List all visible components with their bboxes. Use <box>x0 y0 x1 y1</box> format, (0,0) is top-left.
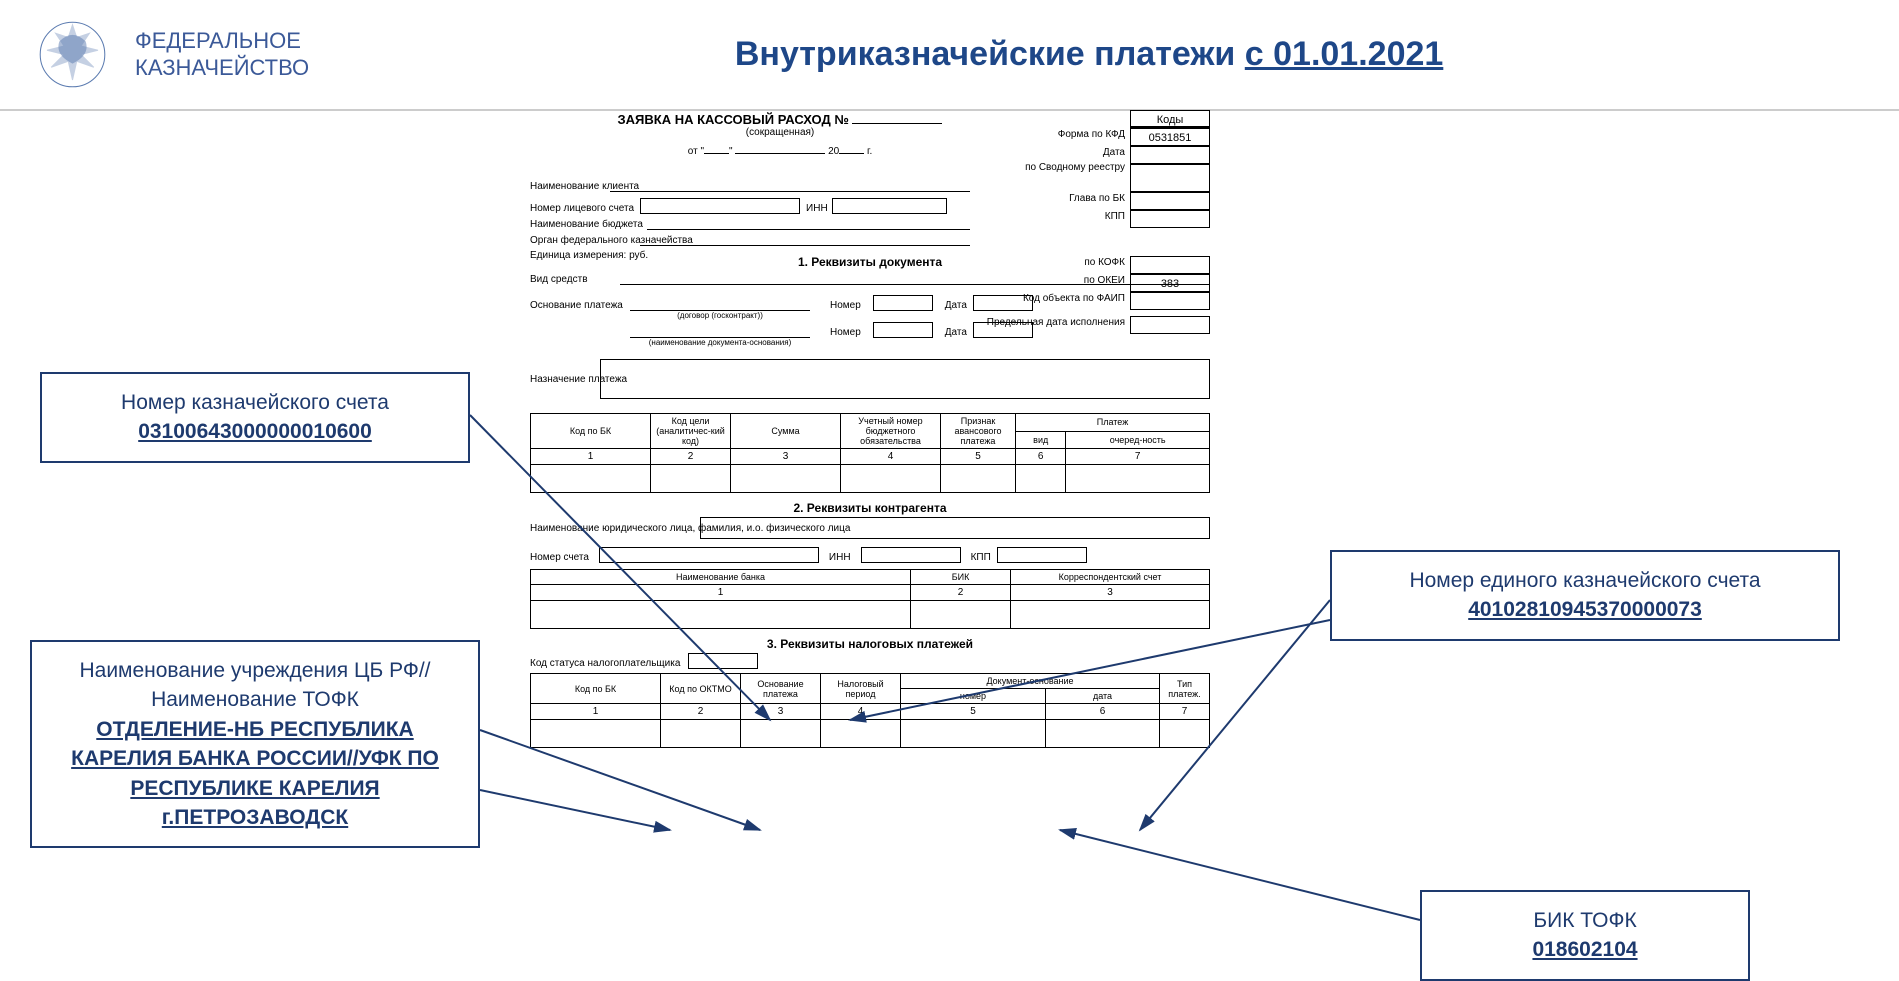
lbl-budget: Наименование бюджета <box>530 219 643 230</box>
cash-request-form: ЗАЯВКА НА КАССОВЫЙ РАСХОД № (сокращенная… <box>530 110 1210 748</box>
org-line2: КАЗНАЧЕЙСТВО <box>135 55 309 81</box>
lbl-nomer2: Номер <box>830 327 861 338</box>
callout-treasury-account: Номер казначейского счета 03100643000000… <box>40 372 470 463</box>
lbl-kpp2: КПП <box>971 552 991 563</box>
title-date: с 01.01.2021 <box>1245 35 1444 73</box>
c1-label: Номер казначейского счета <box>60 388 450 417</box>
code-okei: 383 <box>1130 274 1210 292</box>
codes-header: Коды <box>1130 110 1210 128</box>
table3: Код по БК Код по ОКТМО Основание платежа… <box>530 673 1210 748</box>
page-header: ФЕДЕРАЛЬНОЕ КАЗНАЧЕЙСТВО Внутриказначейс… <box>0 0 1899 111</box>
code-kofk <box>1130 256 1210 274</box>
table2: Наименование банкаБИККорреспондентский с… <box>530 569 1210 629</box>
code-glava <box>1130 192 1210 210</box>
lbl-kpp: КПП <box>985 211 1125 222</box>
emblem-icon <box>30 12 115 97</box>
c3-label: Номер единого казначейского счета <box>1350 566 1820 595</box>
code-svod <box>1130 164 1210 192</box>
code-faip <box>1130 292 1210 310</box>
callout-institution-name: Наименование учреждения ЦБ РФ//Наименова… <box>30 640 480 848</box>
c1-value: 03100643000000010600 <box>60 417 450 446</box>
lbl-nazn: Назначение платежа <box>530 374 600 385</box>
lbl-okei: по ОКЕИ <box>985 275 1125 286</box>
title-main: Внутриказначейские платежи <box>735 35 1245 73</box>
lbl-unit: Единица измерения: руб. <box>530 250 648 261</box>
lbl-nomer1: Номер <box>830 300 861 311</box>
section2-title: 2. Реквизиты контрагента <box>530 501 1210 515</box>
lbl-client: Наименование клиента <box>530 181 610 192</box>
lbl-status: Код статуса налогоплательщика <box>530 658 680 669</box>
lbl-data1: Дата <box>945 300 967 311</box>
lbl-vid: Вид средств <box>530 274 620 285</box>
code-kpp <box>1130 210 1210 228</box>
lbl-osn: Основание платежа <box>530 300 630 311</box>
lbl-account: Номер лицевого счета <box>530 203 634 214</box>
callout-bik: БИК ТОФК 018602104 <box>1420 890 1750 981</box>
lbl-contragent: Наименование юридического лица, фамилия,… <box>530 523 700 534</box>
c2-value: ОТДЕЛЕНИЕ-НБ РЕСПУБЛИКА КАРЕЛИЯ БАНКА РО… <box>50 715 460 833</box>
doc-note: (наименование документа-основания) <box>630 338 810 347</box>
form-date-line: от "" 20 г. <box>530 140 1030 157</box>
section3-title: 3. Реквизиты налоговых платежей <box>530 637 1210 651</box>
c4-value: 018602104 <box>1440 935 1730 964</box>
callout-unified-account: Номер единого казначейского счета 401028… <box>1330 550 1840 641</box>
lbl-data2: Дата <box>945 327 967 338</box>
lbl-organ: Орган федерального казначейства <box>530 235 640 246</box>
lbl-date: Дата <box>985 147 1125 158</box>
lbl-kfd: Форма по КФД <box>985 129 1125 140</box>
table1: Код по БК Код цели (аналитичес-кий код) … <box>530 413 1210 493</box>
org-name: ФЕДЕРАЛЬНОЕ КАЗНАЧЕЙСТВО <box>135 28 309 81</box>
lbl-acct2: Номер счета <box>530 552 589 563</box>
page-title: Внутриказначейские платежи с 01.01.2021 <box>309 35 1869 74</box>
lbl-faip: Код объекта по ФАИП <box>985 293 1125 304</box>
c3-value: 40102810945370000073 <box>1350 595 1820 624</box>
lbl-inn2: ИНН <box>829 552 851 563</box>
form-number-field <box>852 110 942 124</box>
c4-label: БИК ТОФК <box>1440 906 1730 935</box>
lbl-deadline: Предельная дата исполнения <box>985 317 1125 328</box>
form-title: ЗАЯВКА НА КАССОВЫЙ РАСХОД № <box>618 112 849 127</box>
code-kfd: 0531851 <box>1130 128 1210 146</box>
form-subtitle: (сокращенная) <box>530 127 1030 138</box>
lbl-inn: ИНН <box>806 203 828 214</box>
codes-column: Коды 0531851 383 <box>1130 110 1210 334</box>
lbl-kofk: по КОФК <box>985 257 1125 268</box>
c2-label: Наименование учреждения ЦБ РФ//Наименова… <box>50 656 460 715</box>
code-date <box>1130 146 1210 164</box>
org-line1: ФЕДЕРАЛЬНОЕ <box>135 28 309 54</box>
lbl-svod: по Сводному реестру <box>985 162 1125 173</box>
code-deadline <box>1130 316 1210 334</box>
osn-note: (договор (госконтракт)) <box>630 311 810 320</box>
lbl-glava: Глава по БК <box>985 193 1125 204</box>
